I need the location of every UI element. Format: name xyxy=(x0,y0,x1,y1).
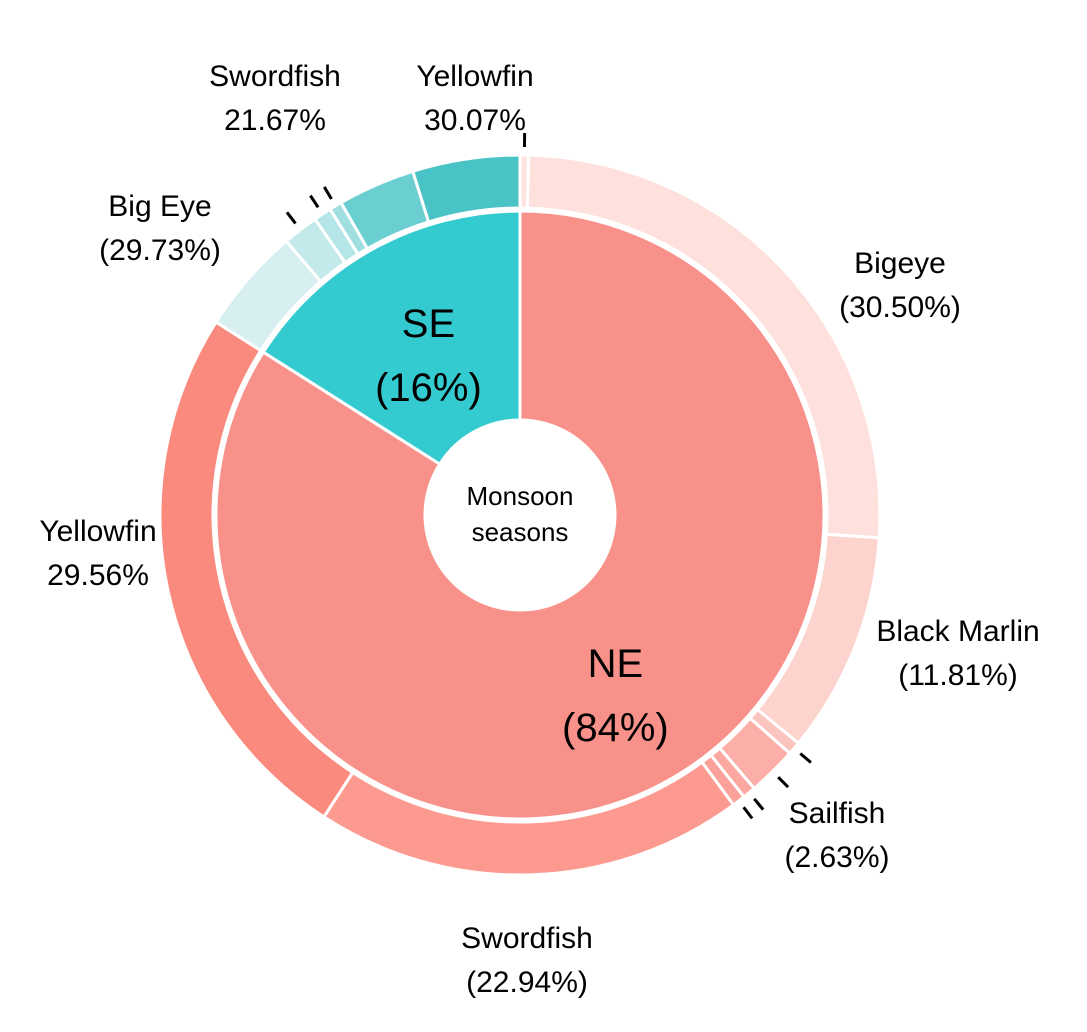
outer-name: Swordfish xyxy=(209,60,341,93)
outer-name: Yellowfin xyxy=(39,515,156,548)
outer-value: 30.07% xyxy=(424,104,526,137)
outer-name: Big Eye xyxy=(108,190,211,223)
leader-tick xyxy=(742,806,754,820)
inner-name: SE xyxy=(402,302,455,346)
outer-value: (22.94%) xyxy=(466,966,588,999)
outer-name: Sailfish xyxy=(789,797,886,830)
outer-value: (2.63%) xyxy=(784,841,889,874)
leader-tick xyxy=(777,776,790,789)
outer-value: (30.50%) xyxy=(839,291,961,324)
leader-tick xyxy=(285,211,297,225)
inner-value: (16%) xyxy=(375,366,482,410)
outer-name: Bigeye xyxy=(854,247,946,280)
outer-name: Black Marlin xyxy=(876,615,1039,648)
inner-value: (84%) xyxy=(562,706,669,750)
leader-tick xyxy=(799,752,812,764)
outer-value: (11.81%) xyxy=(898,659,1018,692)
center-hole xyxy=(425,420,615,610)
outer-segment xyxy=(410,153,522,224)
outer-value: 29.56% xyxy=(47,559,149,592)
outer-value: (29.73%) xyxy=(99,234,221,267)
leader-tick xyxy=(309,194,320,209)
outer-value: 21.67% xyxy=(224,104,326,137)
leader-tick xyxy=(323,186,333,200)
outer-name: Swordfish xyxy=(461,922,593,955)
inner-name: NE xyxy=(588,642,644,686)
center-label: Monsoon seasons xyxy=(467,481,574,547)
outer-name: Yellowfin xyxy=(416,60,533,93)
leader-tick xyxy=(753,797,765,811)
